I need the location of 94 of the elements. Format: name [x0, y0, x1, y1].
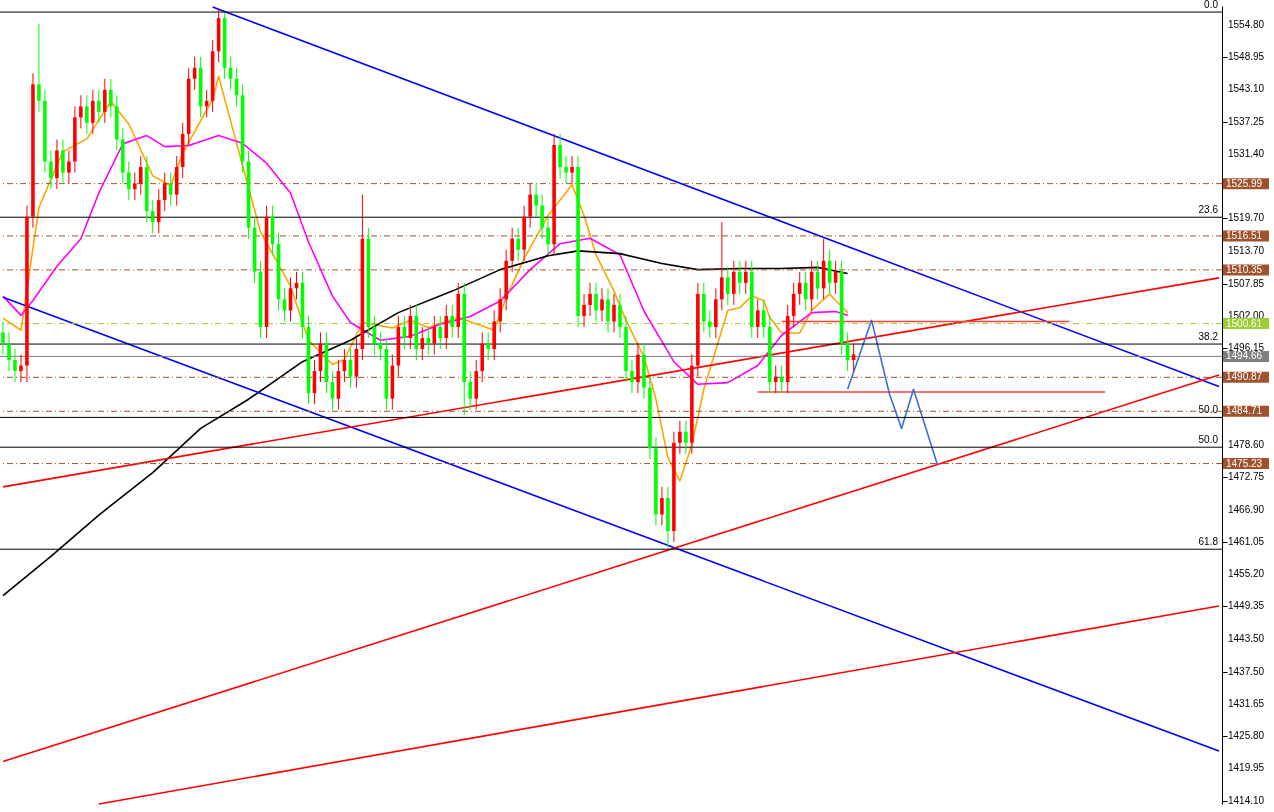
- candlestick: [156, 188, 161, 234]
- annotation: 61.8: [1198, 536, 1219, 548]
- candlestick: [708, 309, 712, 339]
- candlestick: [109, 78, 113, 118]
- annotation: 38.2: [1198, 331, 1219, 343]
- candlestick: [486, 331, 490, 361]
- candlestick: [132, 172, 137, 201]
- y-tick-label: 1437.50: [1228, 665, 1265, 677]
- candlestick: [444, 304, 449, 350]
- candlestick: [468, 370, 473, 411]
- candlestick: [743, 260, 748, 295]
- candlestick: [720, 221, 724, 311]
- y-tick-label: 1414.10: [1228, 794, 1265, 806]
- annotation: 0.0: [1204, 0, 1219, 11]
- y-tick-label: 1543.10: [1228, 83, 1265, 95]
- candlestick: [516, 227, 520, 262]
- candlestick: [103, 78, 107, 124]
- candlestick: [162, 172, 167, 212]
- candlestick: [761, 298, 766, 339]
- y-tick-label: 1537.25: [1228, 115, 1265, 127]
- candlestick: [49, 149, 53, 190]
- candlestick: [79, 94, 83, 129]
- candlestick: [534, 183, 538, 218]
- ref-line-label: 1525.99: [1226, 177, 1263, 189]
- line-series: [2, 75, 849, 482]
- y-tick-label: 1466.90: [1228, 503, 1265, 515]
- candlestick: [37, 23, 41, 113]
- y-tick-label: 1531.40: [1228, 147, 1265, 159]
- y-tick-label: 1554.80: [1228, 18, 1265, 30]
- candlestick: [67, 149, 71, 185]
- candlestick: [726, 265, 730, 306]
- candlestick: [13, 348, 17, 383]
- candlestick: [168, 172, 173, 207]
- y-tick-label: 1548.95: [1228, 51, 1265, 63]
- y-tick-label: 1472.75: [1228, 471, 1265, 483]
- y-tick-label: 1519.70: [1228, 212, 1265, 224]
- candlestick: [606, 287, 610, 333]
- candlestick: [594, 282, 598, 322]
- candlestick: [438, 315, 443, 350]
- candlestick: [773, 365, 778, 394]
- ref-line-label: 1484.71: [1226, 405, 1263, 417]
- candlestick: [450, 304, 455, 339]
- y-tick-label: 1478.60: [1228, 438, 1265, 450]
- candlestick: [126, 161, 131, 201]
- candlestick: [630, 359, 634, 394]
- candlestick: [660, 486, 664, 526]
- candlestick: [737, 260, 742, 295]
- ref-line-label: 1510.35: [1226, 263, 1263, 275]
- ref-line-label: 1516.51: [1226, 229, 1263, 241]
- candlestick: [546, 216, 550, 256]
- candlestick: [91, 89, 95, 135]
- y-tick-label: 1513.70: [1228, 245, 1265, 257]
- y-tick-label: 1431.65: [1228, 697, 1265, 709]
- line-series: [846, 319, 939, 466]
- candlestick: [19, 354, 23, 383]
- candlestick: [432, 315, 437, 356]
- candlestick: [85, 94, 89, 135]
- annotation: 50.0: [1198, 404, 1219, 416]
- y-tick-label: 1507.85: [1228, 277, 1265, 289]
- candlestick: [426, 326, 431, 356]
- candlestick: [7, 331, 11, 372]
- candlestick: [138, 155, 143, 196]
- candlestick: [61, 138, 65, 185]
- candlestick: [564, 155, 568, 185]
- candlestick: [755, 298, 760, 339]
- candlestick: [678, 420, 682, 455]
- candlestick: [498, 287, 502, 333]
- annotation: 50.0: [1198, 434, 1219, 446]
- candlestick: [684, 420, 688, 455]
- y-tick-label: 1449.35: [1228, 600, 1265, 612]
- y-tick-label: 1425.80: [1228, 730, 1265, 742]
- candlestick: [1, 320, 5, 356]
- annotation: 23.6: [1198, 204, 1219, 216]
- y-tick-label: 1419.95: [1228, 762, 1265, 774]
- candlestick: [528, 183, 532, 229]
- candlestick: [618, 293, 622, 339]
- candlestick: [558, 133, 562, 179]
- candlestick: [600, 287, 604, 322]
- candlestick: [732, 260, 736, 306]
- y-tick-label: 1443.50: [1228, 632, 1265, 644]
- candlestick: [612, 293, 616, 333]
- y-tick-label: 1461.05: [1228, 535, 1265, 547]
- candlestick: [582, 293, 586, 328]
- candlestick: [779, 365, 784, 394]
- ref-line-label: 1475.23: [1226, 457, 1263, 469]
- candlestick: [588, 282, 592, 317]
- candlestick: [510, 227, 514, 273]
- candlestick: [540, 194, 544, 240]
- y-tick-label: 1455.20: [1228, 568, 1265, 580]
- line-series: [2, 134, 849, 386]
- candlestick: [570, 155, 574, 185]
- candlestick: [97, 89, 101, 124]
- ref-line-label: 1490.87: [1226, 371, 1263, 383]
- candlestick: [150, 199, 155, 234]
